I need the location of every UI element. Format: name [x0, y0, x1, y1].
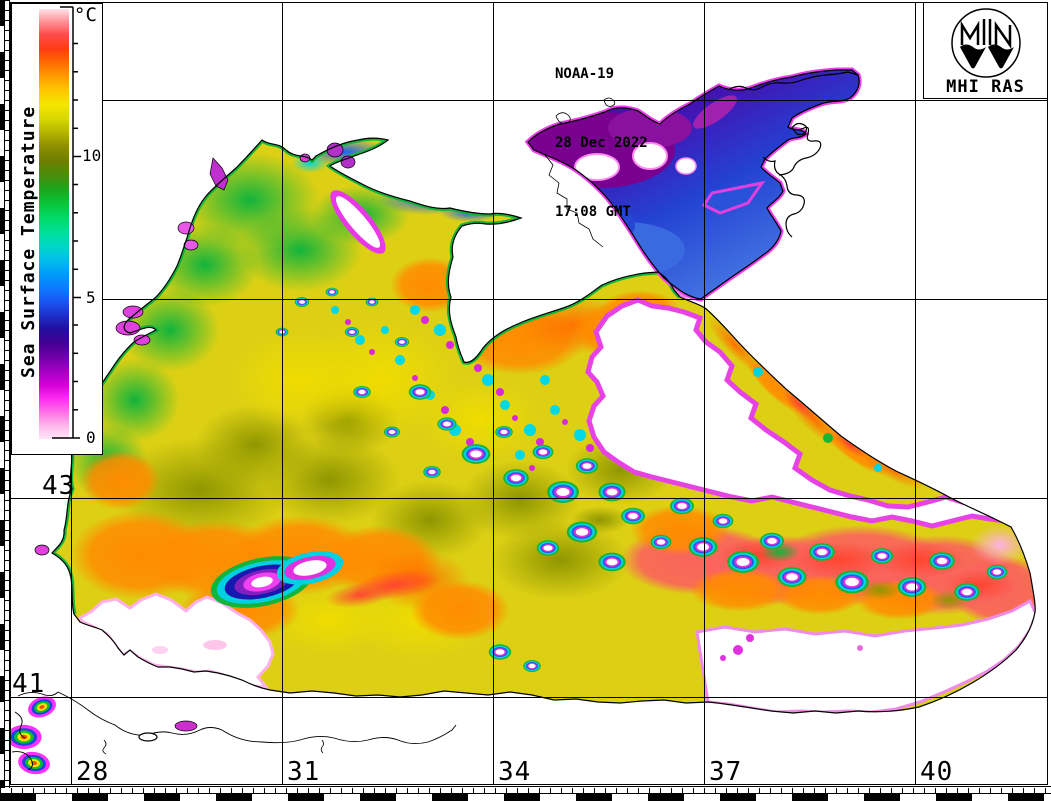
- colorbar-tick-10: 10: [82, 146, 102, 165]
- lon-label-34: 34: [498, 757, 532, 787]
- lon-label-31: 31: [287, 757, 321, 787]
- colorbar-unit: °C: [74, 4, 97, 26]
- mhi-ras-logo-box: MHI RAS: [923, 2, 1048, 99]
- cold-blob-west-2: [276, 551, 344, 585]
- lon-label-28: 28: [76, 757, 110, 787]
- acquisition-info: NOAA-19 28 Dec 2022 17:08 GMT: [555, 17, 648, 247]
- acquisition-date: 28 Dec 2022: [555, 135, 648, 151]
- lat-label-43: 43: [42, 471, 76, 501]
- colorbar-gradient: [39, 9, 69, 439]
- lat-label-41: 41: [12, 669, 46, 699]
- logo-label: MHI RAS: [946, 77, 1025, 97]
- caucasus-coastal-streaks: [707, 316, 926, 490]
- lon-label-40: 40: [920, 757, 954, 787]
- acquisition-time: 17:08 GMT: [555, 204, 631, 220]
- magenta-speckles: [345, 309, 615, 471]
- mhi-ras-emblem-icon: [951, 8, 1021, 78]
- latitude-tick-bar: [0, 0, 10, 801]
- colorbar-tick-5: 5: [86, 288, 96, 307]
- cloud-streak-nw: [330, 190, 386, 254]
- colorbar-legend: Sea Surface Temperature 10 5 0 °C: [11, 3, 103, 455]
- colorbar-axis: [52, 6, 81, 439]
- satellite-name: NOAA-19: [555, 66, 615, 82]
- map-frame: [10, 2, 1048, 785]
- lon-label-37: 37: [709, 757, 743, 787]
- coastal-lagoons: [34, 142, 356, 732]
- longitude-tick-bar: [0, 786, 1051, 801]
- colorbar-tick-0: 0: [86, 428, 96, 447]
